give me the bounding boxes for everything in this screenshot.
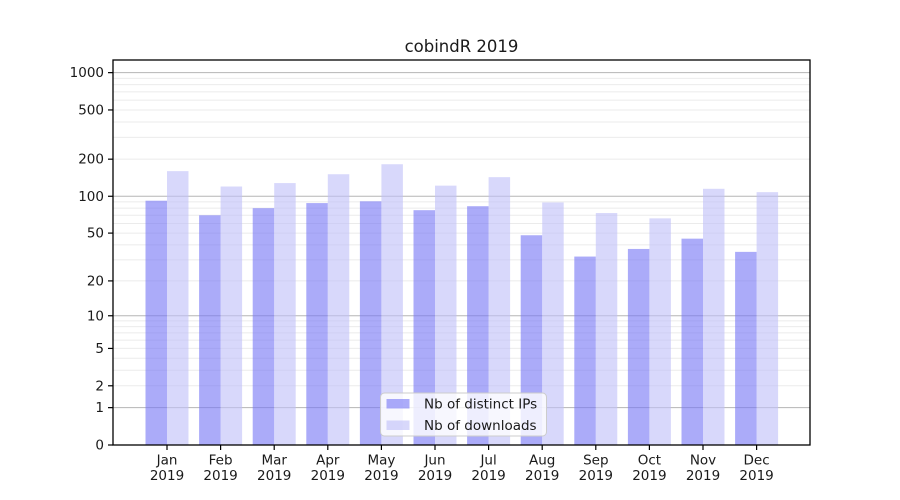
x-tick-label-month-feb: Feb <box>209 453 233 469</box>
y-tick-label-100: 100 <box>78 189 104 205</box>
x-tick-label-month-may: May <box>367 453 395 469</box>
y-tick-label-20: 20 <box>87 273 104 289</box>
bar-may-distinct-ips <box>359 201 382 445</box>
x-tick-label-month-apr: Apr <box>316 453 340 469</box>
x-tick-label-year-feb: 2019 <box>203 468 237 484</box>
y-tick-label-0: 0 <box>95 438 104 454</box>
y-tick-label-200: 200 <box>78 152 104 168</box>
x-tick-label-month-mar: Mar <box>261 453 287 469</box>
legend-box <box>380 392 547 437</box>
bar-nov-downloads <box>703 188 725 445</box>
bar-jul-distinct-ips <box>467 206 489 445</box>
x-tick-label-year-may: 2019 <box>364 468 398 484</box>
bar-oct-distinct-ips <box>627 248 650 445</box>
bar-apr-downloads <box>327 174 350 445</box>
x-tick-label-year-aug: 2019 <box>525 468 559 484</box>
bars <box>145 164 779 446</box>
x-tick-label-year-jun: 2019 <box>418 468 452 484</box>
y-tick-label-1: 1 <box>95 400 104 416</box>
bar-nov-distinct-ips <box>681 238 703 445</box>
legend-label-downloads: Nb of downloads <box>424 418 537 434</box>
x-tick-label-month-sep: Sep <box>583 453 608 469</box>
bar-oct-downloads <box>649 218 671 445</box>
bar-sep-distinct-ips <box>574 256 596 445</box>
x-tick-label-year-nov: 2019 <box>686 468 720 484</box>
legend: Nb of distinct IPs Nb of downloads <box>380 392 547 437</box>
bar-jun-downloads <box>435 185 457 446</box>
x-tick-label-month-nov: Nov <box>690 453 716 469</box>
bar-mar-distinct-ips <box>252 208 275 445</box>
bar-dec-distinct-ips <box>735 251 757 445</box>
y-tick-label-1000: 1000 <box>70 65 104 81</box>
x-tick-label-year-apr: 2019 <box>311 468 345 484</box>
y-tick-label-500: 500 <box>78 102 104 118</box>
bar-dec-downloads <box>756 192 779 445</box>
bar-jun-distinct-ips <box>413 210 435 445</box>
y-tick-label-2: 2 <box>95 378 104 394</box>
y-tick-label-5: 5 <box>95 341 104 357</box>
x-tick-label-year-oct: 2019 <box>632 468 666 484</box>
y-tick-label-50: 50 <box>87 226 104 242</box>
bar-apr-distinct-ips <box>306 203 328 445</box>
bar-mar-downloads <box>274 183 296 446</box>
x-tick-label-year-sep: 2019 <box>579 468 613 484</box>
x-axis: Jan2019Feb2019Mar2019Apr2019May2019Jun20… <box>150 445 774 484</box>
legend-swatch-distinct-ips <box>386 399 410 409</box>
x-tick-label-year-jan: 2019 <box>150 468 184 484</box>
bar-feb-downloads <box>220 186 243 445</box>
bar-sep-downloads <box>595 213 618 445</box>
bar-aug-downloads <box>542 202 564 445</box>
x-tick-label-month-dec: Dec <box>744 453 770 469</box>
plot-border <box>112 59 811 446</box>
bar-feb-distinct-ips <box>199 215 221 445</box>
legend-label-distinct-ips: Nb of distinct IPs <box>424 397 537 413</box>
x-tick-label-year-jul: 2019 <box>471 468 505 484</box>
bar-jul-downloads <box>488 177 511 445</box>
x-tick-label-year-dec: 2019 <box>739 468 773 484</box>
x-tick-label-year-mar: 2019 <box>257 468 291 484</box>
bar-may-downloads <box>381 164 403 446</box>
bar-jan-downloads <box>167 171 189 445</box>
x-tick-label-month-jun: Jun <box>423 453 445 469</box>
y-tick-label-10: 10 <box>87 308 104 324</box>
x-tick-label-month-aug: Aug <box>529 453 555 469</box>
x-tick-label-month-jul: Jul <box>479 453 496 469</box>
chart-title: cobindR 2019 <box>405 37 519 56</box>
x-tick-label-month-oct: Oct <box>638 453 661 469</box>
legend-swatch-downloads <box>386 420 410 430</box>
x-tick-label-month-jan: Jan <box>156 453 178 469</box>
bar-jan-distinct-ips <box>145 200 167 445</box>
